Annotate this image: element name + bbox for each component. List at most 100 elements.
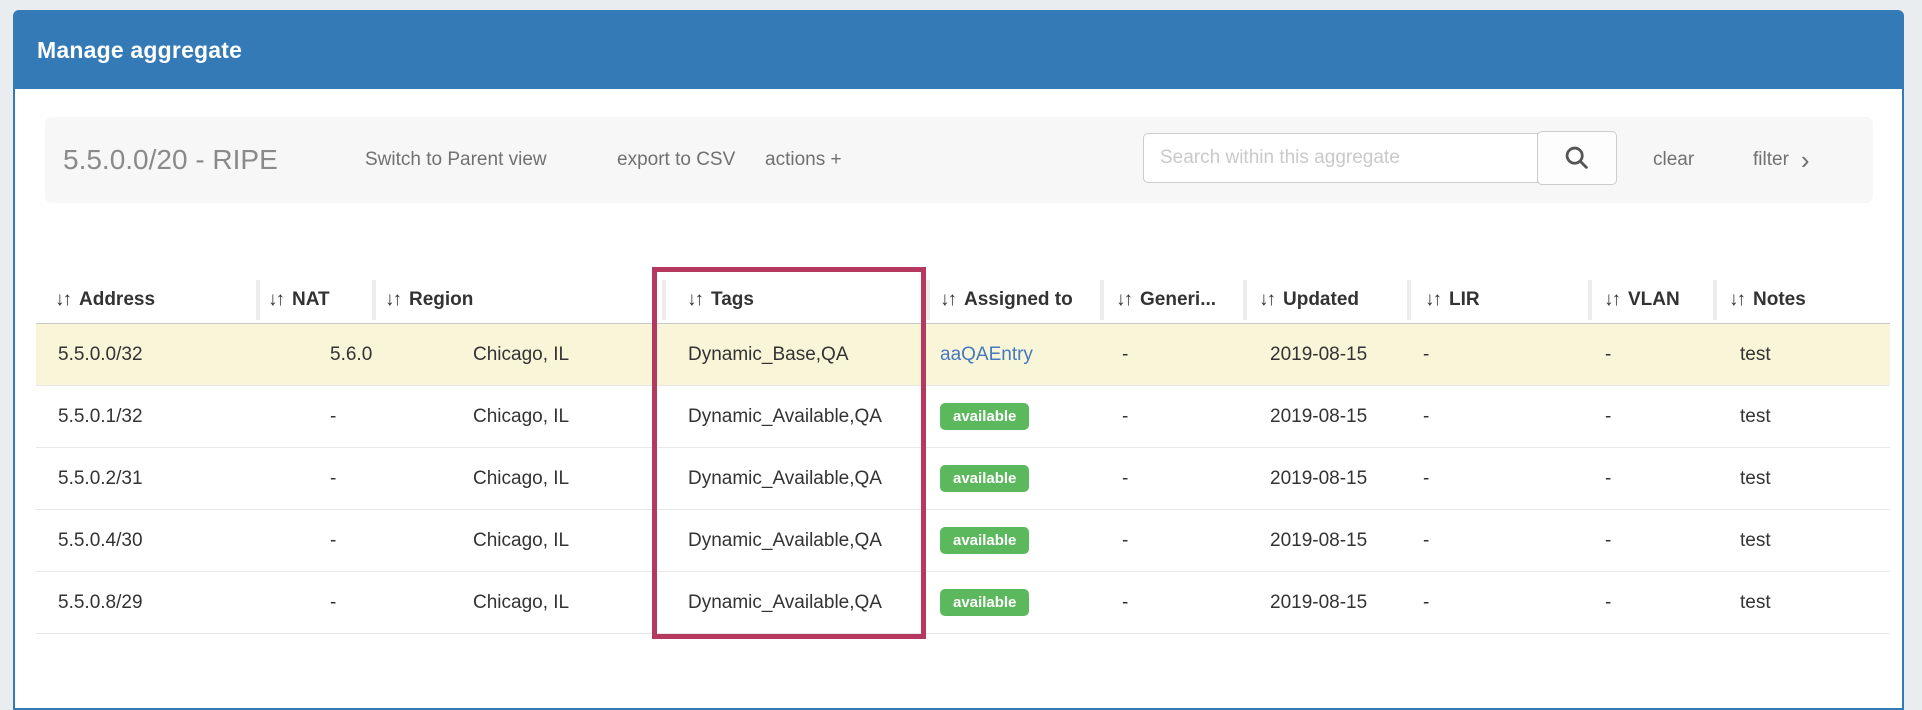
cell-tags: Dynamic_Available,QA [688, 405, 882, 427]
cell-updated: 2019-08-15 [1270, 529, 1368, 551]
status-badge: available [940, 589, 1030, 616]
status-badge: available [940, 465, 1030, 492]
cell-nat: 5.6.0.0/32 [330, 343, 372, 365]
cell-tags: Dynamic_Available,QA [688, 529, 882, 551]
cell-vlan: - [1605, 405, 1612, 427]
search-icon [1565, 146, 1588, 169]
search-input[interactable] [1143, 133, 1538, 183]
cell-generic: - [1122, 343, 1129, 365]
cell-region: Chicago, IL [473, 529, 570, 551]
column-header-updated[interactable]: ↓↑ Updated [1243, 277, 1407, 323]
cell-nat: - [330, 591, 337, 613]
panel-title: Manage aggregate [37, 37, 243, 63]
column-label: Address [79, 289, 156, 310]
column-header-address[interactable]: ↓↑ Address [36, 277, 256, 323]
cell-vlan: - [1605, 467, 1612, 489]
sort-icon: ↓↑ [1729, 289, 1746, 310]
cell-lir: - [1423, 467, 1430, 489]
sort-icon: ↓↑ [268, 289, 285, 310]
column-header-notes[interactable]: ↓↑ Notes [1713, 277, 1890, 323]
cell-notes: test [1740, 529, 1771, 551]
aggregate-table: ↓↑ Address ↓↑ NAT ↓↑ Region ↓↑ Tags ↓↑ Assigned t… [36, 277, 1890, 634]
cell-generic: - [1122, 405, 1129, 427]
column-header-tags[interactable]: ↓↑ Tags [662, 277, 926, 323]
cell-address: 5.5.0.1/32 [58, 405, 143, 427]
cell-nat: - [330, 467, 337, 489]
search-group [1143, 131, 1617, 187]
column-header-generic[interactable]: ↓↑ Generi... [1100, 277, 1243, 323]
cell-updated: 2019-08-15 [1270, 591, 1368, 613]
column-label: Assigned to [964, 289, 1073, 310]
filter-label: filter [1753, 149, 1789, 170]
cell-assigned: available [926, 527, 1100, 554]
cell-updated: 2019-08-15 [1270, 343, 1368, 365]
cell-region: Chicago, IL [473, 343, 570, 365]
column-label: Region [409, 289, 474, 310]
cell-notes: test [1740, 405, 1771, 427]
column-label: LIR [1449, 289, 1480, 310]
cell-assigned: available [926, 589, 1100, 616]
column-label: NAT [292, 289, 330, 310]
cell-generic: - [1122, 467, 1129, 489]
cell-assigned: available [926, 403, 1100, 430]
cell-tags: Dynamic_Available,QA [688, 591, 882, 613]
cell-updated: 2019-08-15 [1270, 405, 1368, 427]
chevron-right-icon: › [1800, 144, 1810, 175]
cell-lir: - [1423, 405, 1430, 427]
export-csv-link[interactable]: export to CSV [617, 149, 736, 170]
aggregate-toolbar: 5.5.0.0/20 - RIPE Switch to Parent view … [45, 117, 1873, 203]
assigned-resource-link[interactable]: aaQAEntry [940, 343, 1033, 365]
cell-assigned: available [926, 465, 1100, 492]
table-row: 5.5.0.1/32 - Chicago, IL Dynamic_Available,… [36, 386, 1890, 448]
column-header-lir[interactable]: ↓↑ LIR [1407, 277, 1588, 323]
cell-address: 5.5.0.2/31 [58, 467, 143, 489]
sort-icon: ↓↑ [1259, 289, 1276, 310]
clear-search-link[interactable]: clear [1653, 149, 1695, 170]
cell-lir: - [1423, 529, 1430, 551]
actions-menu-link[interactable]: actions + [765, 149, 842, 170]
search-button[interactable] [1537, 131, 1617, 185]
table-row: 5.5.0.4/30 - Chicago, IL Dynamic_Available,… [36, 510, 1890, 572]
cell-region: Chicago, IL [473, 405, 570, 427]
sort-icon: ↓↑ [1604, 289, 1621, 310]
cell-region: Chicago, IL [473, 467, 570, 489]
column-label: Notes [1753, 289, 1806, 310]
cell-nat: - [330, 405, 337, 427]
table-body: 5.5.0.0/32 5.6.0.0/32 Chicago, IL Dynamic_B… [36, 324, 1890, 634]
aggregate-title: 5.5.0.0/20 - RIPE [63, 144, 278, 175]
filter-link[interactable]: filter › [1753, 144, 1810, 175]
table-row: 5.5.0.8/29 - Chicago, IL Dynamic_Available,… [36, 572, 1890, 634]
table-row: 5.5.0.2/31 - Chicago, IL Dynamic_Available,… [36, 448, 1890, 510]
cell-vlan: - [1605, 529, 1612, 551]
column-header-vlan[interactable]: ↓↑ VLAN [1588, 277, 1713, 323]
column-label: VLAN [1628, 289, 1680, 310]
sort-icon: ↓↑ [385, 289, 402, 310]
cell-address: 5.5.0.4/30 [58, 529, 143, 551]
column-header-nat[interactable]: ↓↑ NAT [256, 277, 372, 323]
cell-lir: - [1423, 343, 1430, 365]
column-header-assigned[interactable]: ↓↑ Assigned to [926, 277, 1100, 323]
cell-generic: - [1122, 591, 1129, 613]
column-header-region[interactable]: ↓↑ Region [372, 277, 662, 323]
sort-icon: ↓↑ [55, 289, 72, 310]
cell-assigned: aaQAEntry [926, 344, 1100, 366]
table-header-row: ↓↑ Address ↓↑ NAT ↓↑ Region ↓↑ Tags ↓↑ Assigned t… [36, 277, 1890, 324]
cell-nat: - [330, 529, 337, 551]
sort-icon: ↓↑ [687, 289, 704, 310]
sort-icon: ↓↑ [940, 289, 957, 310]
cell-notes: test [1740, 591, 1771, 613]
table-row: 5.5.0.0/32 5.6.0.0/32 Chicago, IL Dynamic_B… [36, 324, 1890, 386]
cell-vlan: - [1605, 591, 1612, 613]
cell-vlan: - [1605, 343, 1612, 365]
cell-tags: Dynamic_Available,QA [688, 467, 882, 489]
cell-updated: 2019-08-15 [1270, 467, 1368, 489]
column-label: Tags [711, 289, 754, 310]
switch-parent-view-link[interactable]: Switch to Parent view [365, 149, 547, 170]
cell-address: 5.5.0.0/32 [58, 343, 143, 365]
cell-notes: test [1740, 467, 1771, 489]
status-badge: available [940, 527, 1030, 554]
sort-icon: ↓↑ [1425, 289, 1442, 310]
cell-tags: Dynamic_Base,QA [688, 343, 849, 365]
column-label: Updated [1283, 289, 1359, 310]
sort-icon: ↓↑ [1116, 289, 1133, 310]
